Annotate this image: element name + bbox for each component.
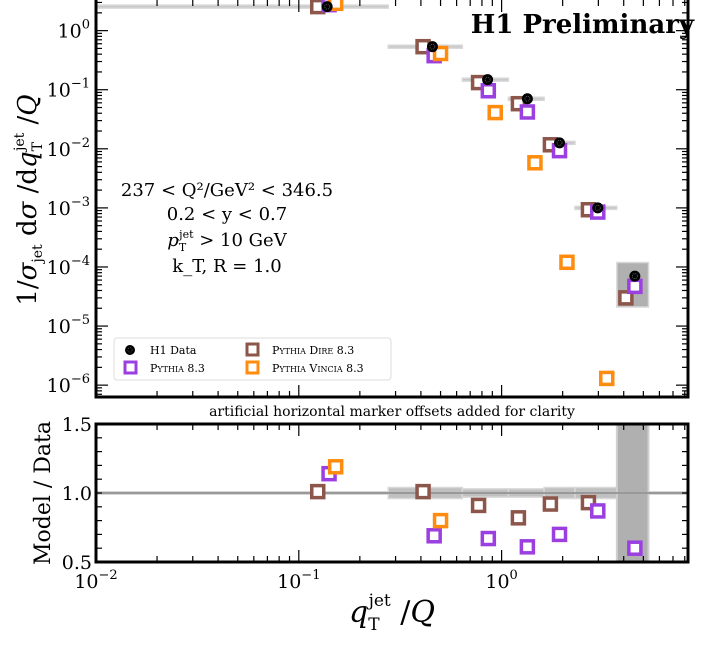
main-y-axis-label: 1/σjet dσ /dqTjet /Q — [12, 94, 46, 305]
ratio-marker-pythia-vincia-83-1 — [327, 459, 344, 475]
legend-pythia-marker — [123, 360, 138, 375]
legend-entry-pythia-dire: Pythia Dire 8.3 — [245, 342, 354, 357]
legend-vincia-marker — [245, 360, 260, 375]
ratio-marker-pythia-83-6 — [590, 503, 606, 519]
main-axes-border — [94, 0, 690, 399]
ratio-marker-pythia-83-5 — [551, 526, 568, 543]
ratio-marker-pythia-83-2 — [426, 528, 442, 544]
legend-label-pythia-vincia: Pythia Vincia 8.3 — [272, 362, 364, 375]
main-marker-h1-data-7 — [629, 270, 641, 282]
legend-h1-data-marker — [125, 345, 135, 355]
main-marker-h1-data-inner-4 — [524, 95, 531, 102]
main-marker-h1-data-6 — [592, 202, 604, 214]
ratio-y-tick-label: 1.5 — [62, 414, 92, 436]
x-tick-label: 10−1 — [277, 568, 320, 593]
annotation-algo: k_T, R = 1.0 — [172, 256, 281, 277]
main-marker-h1-data-inner-5 — [556, 139, 563, 146]
ratio-note: artificial horizontal marker offsets add… — [209, 404, 575, 420]
main-y-tick-label: 10−6 — [47, 372, 90, 397]
main-marker-h1-data-1 — [321, 1, 333, 13]
legend-entry-pythia-vincia: Pythia Vincia 8.3 — [245, 360, 364, 375]
ratio-marker-pythia-dire-83-3 — [470, 497, 487, 514]
ratio-markers — [310, 459, 643, 556]
ratio-y-tick-label: 1.0 — [62, 483, 92, 505]
ratio-uncertainty-bands — [96, 423, 688, 563]
chart-title: H1 Preliminary — [471, 10, 695, 40]
main-axes-frame — [94, 0, 690, 399]
main-marker-h1-data-inner-2 — [429, 43, 436, 50]
ratio-marker-pythia-83-7 — [627, 540, 643, 556]
svg-text:1/σjet dσ /dqTjet /Q: 1/σjet dσ /dqTjet /Q — [12, 94, 46, 305]
ratio-marker-pythia-vincia-83-2 — [432, 512, 449, 529]
main-band-bin-1 — [95, 4, 389, 9]
main-ticks: 100 10−1 10−2 10−3 10−4 10−5 10−6 — [47, 0, 688, 397]
annotation-y: 0.2 < y < 0.7 — [167, 204, 287, 225]
main-marker-h1-data-3 — [482, 74, 494, 86]
main-marker-h1-data-inner-7 — [631, 273, 638, 280]
annotation-pt: pTjet > 10 GeV — [167, 228, 287, 254]
main-y-tick-label: 10−4 — [47, 254, 90, 279]
legend-label-pythia: Pythia 8.3 — [150, 362, 205, 375]
main-marker-pythia-dire-83-7 — [618, 290, 634, 306]
main-marker-pythia-83-4 — [519, 104, 536, 120]
main-marker-h1-data-inner-6 — [594, 204, 601, 211]
main-marker-pythia-vincia-83-6 — [599, 370, 615, 387]
main-marker-pythia-vincia-83-5 — [559, 254, 575, 271]
x-tick-label: 100 — [485, 568, 517, 593]
main-y-tick-label: 10−5 — [47, 313, 90, 338]
ratio-marker-pythia-dire-83-2 — [415, 483, 431, 500]
x-tick-label: 10−2 — [74, 568, 117, 593]
main-marker-h1-data-inner-3 — [484, 76, 491, 83]
main-marker-pythia-vincia-83-4 — [527, 155, 543, 171]
legend-label-h1-data: H1 Data — [150, 344, 197, 357]
legend-entry-pythia: Pythia 8.3 — [123, 360, 205, 375]
annotation-q2: 237 < Q²/GeV² < 346.5 — [121, 180, 333, 201]
main-marker-pythia-83-3 — [480, 83, 497, 99]
ratio-marker-pythia-dire-83-1 — [310, 483, 326, 500]
ratio-marker-pythia-dire-83-4 — [510, 510, 527, 526]
main-marker-h1-data-2 — [426, 41, 438, 53]
main-marker-h1-data-4 — [521, 93, 533, 105]
main-y-tick-label: 10−3 — [47, 195, 90, 220]
ratio-marker-pythia-83-3 — [480, 530, 497, 547]
legend: H1 Data Pythia Dire 8.3 Pythia 8.3 Pythi… — [113, 337, 392, 381]
main-marker-pythia-83-7 — [627, 278, 643, 295]
main-y-tick-label: 100 — [58, 18, 90, 43]
legend-entry-h1-data: H1 Data — [125, 344, 197, 357]
main-marker-pythia-vincia-83-3 — [487, 104, 503, 121]
ratio-marker-pythia-dire-83-5 — [542, 496, 559, 512]
ratio-y-axis-label: Model / Data — [31, 421, 56, 565]
legend-frame — [113, 337, 392, 381]
ratio-marker-pythia-83-4 — [519, 539, 536, 555]
ratio-y-tick-label: 0.5 — [62, 552, 92, 574]
main-y-tick-label: 10−1 — [47, 77, 90, 102]
main-marker-h1-data-5 — [554, 137, 566, 149]
main-marker-pythia-vincia-83-2 — [432, 45, 449, 62]
ratio-ticks: 0.5 1.0 1.5 10−2 10−1 100 — [62, 414, 688, 593]
main-y-tick-label: 10−2 — [47, 136, 90, 161]
main-markers — [310, 0, 643, 387]
x-axis-label: qTjet /Q — [349, 591, 435, 635]
legend-dire-marker — [245, 342, 260, 357]
legend-label-pythia-dire: Pythia Dire 8.3 — [272, 344, 354, 357]
